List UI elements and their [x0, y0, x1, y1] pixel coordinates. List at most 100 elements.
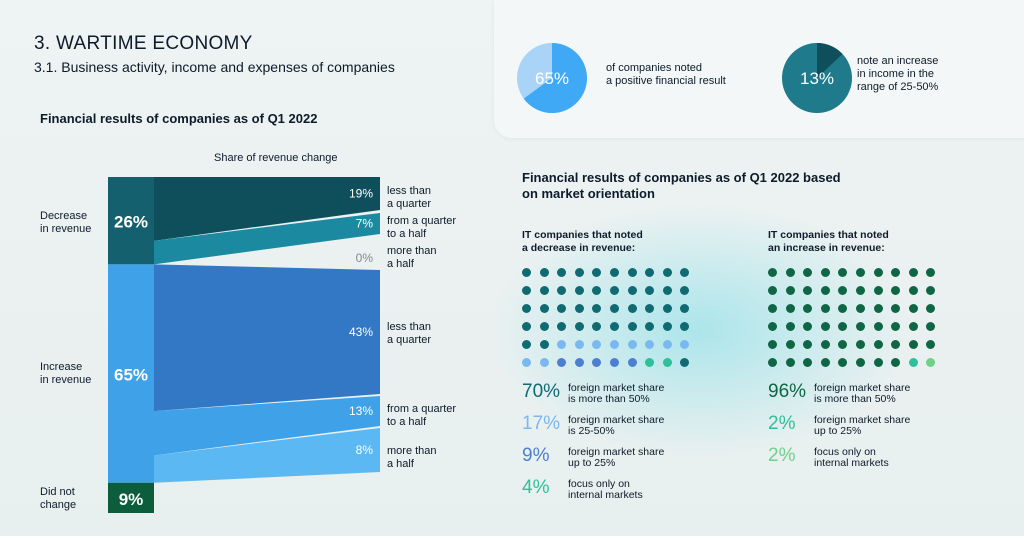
dot-1-18: [908, 286, 918, 295]
dot-0-2: [557, 268, 567, 277]
dot-0-43: [574, 340, 584, 349]
legend-desc-1-1: foreign market share up to 25%: [814, 414, 911, 437]
dot-1-5: [855, 268, 865, 277]
dot-1-25: [855, 304, 865, 313]
dot-0-35: [609, 322, 619, 331]
dot-1-43: [820, 340, 830, 349]
dot-1-9: [926, 268, 936, 277]
dot-0-38: [662, 322, 672, 331]
bar-0: [108, 177, 154, 265]
dot-0-36: [627, 322, 637, 331]
dot-0-37: [645, 322, 655, 331]
dot-1-2: [803, 268, 813, 277]
dot-1-52: [803, 358, 813, 367]
group-1-dot-grid: [522, 268, 690, 367]
flow-0-1: [154, 213, 380, 265]
flow-label-0-0: 19%: [349, 187, 373, 201]
dot-0-9: [680, 268, 690, 277]
legend-pct-0-0: 70%: [522, 381, 561, 402]
dot-1-32: [803, 322, 813, 331]
dot-0-29: [680, 304, 690, 313]
dot-0-57: [645, 358, 655, 367]
dot-0-47: [645, 340, 655, 349]
legend-desc-0-3: focus only on internal markets: [568, 478, 643, 501]
group-1-title: IT companies that noted a decrease in rev…: [522, 229, 643, 254]
dot-1-23: [820, 304, 830, 313]
dot-0-3: [574, 268, 584, 277]
dot-1-1: [785, 268, 795, 277]
dot-0-19: [680, 286, 690, 295]
dot-0-40: [522, 340, 531, 349]
dot-1-48: [908, 340, 918, 349]
stat-2-value: 13%: [800, 69, 834, 88]
dot-0-6: [627, 268, 637, 277]
dot-1-28: [908, 304, 918, 313]
dot-0-48: [662, 340, 672, 349]
dot-1-14: [838, 286, 848, 295]
desc-increase-3: more than a half: [387, 445, 437, 470]
dot-1-3: [820, 268, 830, 277]
dot-0-16: [627, 286, 637, 295]
dot-1-40: [768, 340, 777, 349]
legend-1-1: 2% foreign market share up to 25%: [768, 413, 910, 437]
dot-1-59: [926, 358, 936, 367]
dot-1-15: [855, 286, 865, 295]
dot-0-18: [662, 286, 672, 295]
legend-desc-1-2: focus only on internal markets: [814, 446, 889, 469]
flow-1-2: [154, 428, 380, 483]
dot-0-30: [522, 322, 531, 331]
dot-0-13: [574, 286, 584, 295]
dot-0-15: [609, 286, 619, 295]
dot-1-57: [891, 358, 901, 367]
group-2-dot-grid: [768, 268, 936, 367]
dot-0-45: [609, 340, 619, 349]
bar-label-2: 9%: [119, 490, 144, 509]
dot-1-17: [891, 286, 901, 295]
dot-0-22: [557, 304, 567, 313]
legend-desc-0-0: foreign market share is more than 50%: [568, 382, 665, 405]
dot-0-50: [522, 358, 531, 367]
dot-0-8: [662, 268, 672, 277]
dot-1-34: [838, 322, 848, 331]
dot-0-11: [539, 286, 549, 295]
dot-1-44: [838, 340, 848, 349]
dot-1-36: [873, 322, 883, 331]
legend-0-1: 17% foreign market share is 25-50%: [522, 413, 664, 437]
legend-desc-0-1: foreign market share is 25-50%: [568, 414, 665, 437]
dot-0-32: [557, 322, 567, 331]
dot-1-42: [803, 340, 813, 349]
dot-0-41: [539, 340, 549, 349]
dot-0-20: [522, 304, 531, 313]
dot-0-10: [522, 286, 531, 295]
dot-1-46: [873, 340, 883, 349]
dot-0-4: [592, 268, 602, 277]
legend-pct-1-0: 96%: [768, 381, 807, 402]
legend-0-3: 4% focus only on internal markets: [522, 477, 643, 501]
legend-desc-0-2: foreign market share up to 25%: [568, 446, 665, 469]
category-label-nochange: Did not change: [40, 486, 77, 511]
dot-0-12: [557, 286, 567, 295]
group-2-title: IT companies that noted an increase in re…: [768, 229, 889, 254]
desc-decrease-2: from a quarter to a half: [387, 215, 457, 240]
dot-1-58: [908, 358, 918, 367]
dot-0-34: [592, 322, 602, 331]
dot-0-23: [574, 304, 584, 313]
dot-1-33: [820, 322, 830, 331]
dot-1-0: [768, 268, 777, 277]
dot-1-13: [820, 286, 830, 295]
dot-0-49: [680, 340, 690, 349]
flow-1-1: [154, 396, 380, 456]
dot-0-17: [645, 286, 655, 295]
dot-0-39: [680, 322, 690, 331]
chart1-axis-label: Share of revenue change: [214, 152, 338, 164]
dot-0-54: [592, 358, 602, 367]
bar-label-0: 26%: [114, 213, 148, 232]
dot-1-53: [820, 358, 830, 367]
stat-2-text: note an increase in income in the range of…: [857, 55, 939, 93]
dot-1-50: [768, 358, 777, 367]
dot-1-8: [908, 268, 918, 277]
dot-1-26: [873, 304, 883, 313]
dot-1-45: [855, 340, 865, 349]
legend-pct-0-1: 17%: [522, 413, 561, 434]
